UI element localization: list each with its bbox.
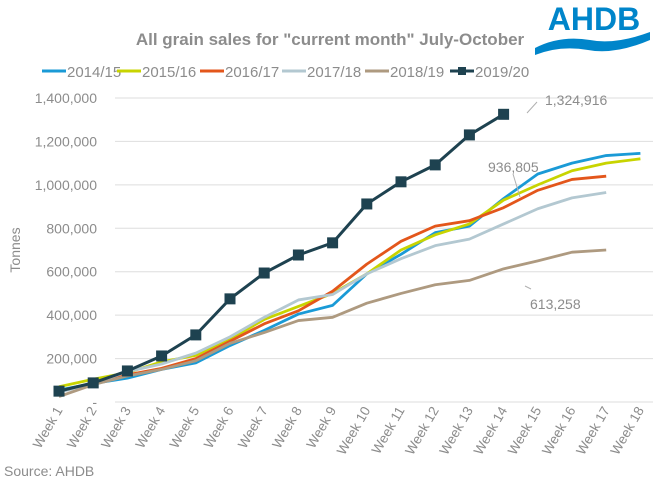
series-lines [53, 108, 641, 398]
data-point [224, 293, 236, 305]
y-tick-label: 1,200,000 [35, 133, 97, 149]
annotation-leader [526, 101, 538, 114]
x-tick-label: Week 3 [98, 404, 134, 451]
legend-label: 2014/15 [67, 64, 121, 81]
series-line-2015-16 [58, 157, 641, 389]
data-point [395, 176, 407, 188]
annotations: 1,324,916 936,805 613,258 [488, 92, 607, 312]
data-point [498, 108, 510, 120]
x-tick-label: Week 7 [235, 404, 271, 451]
data-point [361, 198, 373, 210]
data-point [327, 237, 339, 249]
x-tick-label: Week 9 [303, 404, 339, 451]
y-tick-label: 800,000 [46, 220, 97, 236]
data-label: 1,324,916 [545, 92, 607, 108]
chart-title: All grain sales for "current month" July… [136, 30, 525, 49]
data-point [463, 129, 475, 141]
y-tick-label: 400,000 [46, 307, 97, 323]
y-tick-label: 1,000,000 [35, 177, 97, 193]
data-label: 936,805 [488, 159, 539, 175]
y-tick-label: 600,000 [46, 264, 97, 280]
gridlines [115, 97, 653, 403]
series-line-2019-20 [58, 113, 505, 393]
legend-label: 2017/18 [307, 64, 361, 81]
data-point [429, 159, 441, 171]
legend-label: 2016/17 [225, 64, 279, 81]
x-tick-label: Week 11 [369, 404, 408, 457]
legend-label: 2015/16 [142, 64, 196, 81]
data-point [190, 329, 202, 341]
y-axis-label: Tonnes [7, 227, 23, 272]
data-label: 613,258 [530, 296, 581, 312]
legend-label: 2018/19 [390, 64, 444, 81]
x-tick-label: Week 8 [269, 404, 305, 451]
legend-label: 2019/20 [475, 64, 529, 81]
x-tick-label: Week 2 [64, 404, 100, 451]
data-point [258, 267, 270, 279]
y-tick-label: - [92, 394, 97, 410]
x-tick-label: Week 1 [30, 404, 66, 451]
logo-wave-icon [535, 32, 650, 55]
annotation-leader [524, 285, 532, 290]
legend: 2014/15 2015/16 2016/17 2017/18 2018/19 2019/… [42, 64, 529, 81]
data-point [121, 365, 133, 377]
x-tick-label: Week 6 [201, 404, 237, 451]
x-tick-label: Week 5 [167, 404, 203, 451]
data-point [53, 385, 65, 397]
data-point [87, 377, 99, 389]
x-tick-label: Week 4 [132, 404, 168, 451]
y-axis: - 200,000 400,000 600,000 800,000 1,000,000 1,… [35, 90, 98, 410]
ahdb-logo: AHDB [535, 1, 650, 55]
data-point [156, 350, 168, 362]
data-point [292, 249, 304, 261]
series-line-2017-18 [58, 191, 607, 394]
source-note: Source: AHDB [4, 463, 94, 479]
annotation-leader [512, 173, 521, 198]
x-tick-label: Week 18 [607, 404, 647, 457]
y-tick-label: 1,400,000 [35, 90, 97, 106]
series-line-2018-19 [58, 248, 607, 398]
logo-text: AHDB [548, 1, 640, 37]
legend-marker [458, 67, 466, 75]
y-tick-label: 200,000 [46, 351, 97, 367]
